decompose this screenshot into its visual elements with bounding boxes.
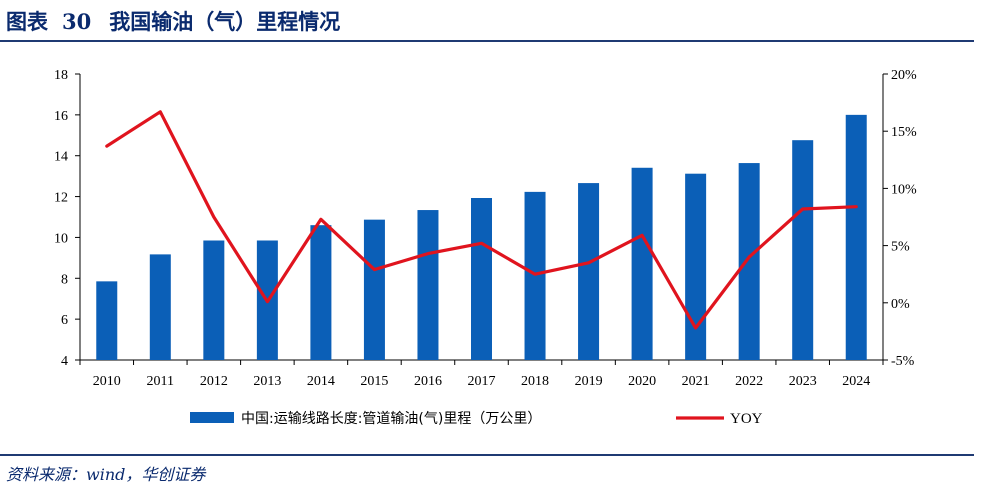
left-tick-label: 12 <box>54 191 68 206</box>
right-tick-label: 15% <box>891 125 917 140</box>
x-tick-label: 2018 <box>521 374 549 389</box>
left-tick-label: 6 <box>61 313 68 328</box>
left-tick-label: 16 <box>54 109 68 124</box>
x-tick-label: 2012 <box>200 374 228 389</box>
title-divider <box>0 40 974 42</box>
bar-2022 <box>738 163 760 360</box>
x-tick-label: 2021 <box>682 374 710 389</box>
footer-divider <box>0 454 974 456</box>
left-tick-label: 10 <box>54 231 68 246</box>
x-tick-label: 2016 <box>414 374 442 389</box>
x-tick-label: 2024 <box>842 374 870 389</box>
left-tick-label: 14 <box>54 150 68 165</box>
bar-2023 <box>792 140 814 360</box>
bar-2012 <box>203 240 225 360</box>
right-tick-label: 10% <box>891 182 917 197</box>
chart-legend: 中国:运输线路长度:管道输油(气)里程（万公里） YOY <box>190 411 763 427</box>
bar-2014 <box>310 225 332 360</box>
x-tick-label: 2015 <box>360 374 388 389</box>
bar-2011 <box>149 254 171 360</box>
x-tick-label: 2022 <box>735 374 763 389</box>
legend-bar-label: 中国:运输线路长度:管道输油(气)里程（万公里） <box>241 411 541 427</box>
bar-series <box>96 114 867 360</box>
bar-2019 <box>578 183 600 360</box>
bar-2020 <box>631 167 653 360</box>
x-tick-label: 2017 <box>468 374 496 389</box>
bar-2015 <box>363 219 385 360</box>
x-tick-label: 2013 <box>253 374 281 389</box>
bar-2024 <box>845 114 867 360</box>
line-series <box>105 110 858 330</box>
bar-2018 <box>524 191 546 360</box>
x-tick-label: 2014 <box>307 374 335 389</box>
right-tick-label: -5% <box>891 354 915 369</box>
bar-2017 <box>471 198 492 360</box>
figure-title-number: 30 <box>62 9 92 34</box>
source-note: 资料来源：wind，华创证券 <box>6 465 206 484</box>
x-tick-label: 2023 <box>789 374 817 389</box>
x-tick-label: 2019 <box>575 374 603 389</box>
bar-2021 <box>685 173 707 360</box>
x-tick-label: 2011 <box>147 374 174 389</box>
x-tick-label: 2020 <box>628 374 656 389</box>
x-tick-label: 2010 <box>93 374 121 389</box>
legend-bar-swatch <box>190 412 234 423</box>
left-tick-label: 18 <box>54 68 68 83</box>
right-tick-label: 0% <box>891 297 910 312</box>
figure-title-text: 我国输油（气）里程情况 <box>109 9 341 34</box>
legend-line-label: YOY <box>730 411 763 427</box>
chart-axes: 4 6 8 10 12 14 16 18 -5% 0% 5% 10% 15% 20% 2010 2011 201… <box>54 68 917 389</box>
bar-2016 <box>417 210 439 360</box>
right-tick-label: 5% <box>891 240 910 255</box>
figure-title-prefix: 图表 <box>6 9 48 34</box>
bar-2010 <box>96 281 118 360</box>
left-tick-label: 4 <box>61 354 68 369</box>
left-tick-label: 8 <box>61 272 68 287</box>
right-tick-label: 20% <box>891 68 917 83</box>
figure-title: 图表 30 我国输油（气）里程情况 <box>6 6 340 36</box>
